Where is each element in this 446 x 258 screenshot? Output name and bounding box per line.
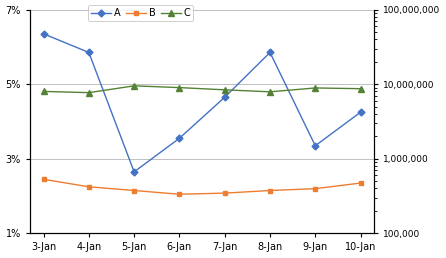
C: [86, 91, 91, 94]
C: [222, 88, 227, 91]
B: [177, 193, 182, 196]
C: [41, 90, 46, 93]
B: [41, 178, 46, 181]
A: [132, 170, 137, 173]
C: [313, 86, 318, 90]
Line: C: C: [41, 83, 363, 96]
A: [267, 51, 273, 54]
A: [86, 51, 91, 54]
A: [41, 32, 46, 35]
B: [132, 189, 137, 192]
C: [177, 86, 182, 89]
A: [222, 96, 227, 99]
B: [358, 181, 363, 184]
B: [267, 189, 273, 192]
Line: A: A: [41, 31, 363, 174]
A: [313, 144, 318, 147]
Legend: A, B, C: A, B, C: [88, 5, 193, 21]
A: [358, 111, 363, 114]
B: [86, 185, 91, 188]
C: [132, 84, 137, 87]
A: [177, 137, 182, 140]
B: [222, 192, 227, 195]
C: [267, 90, 273, 93]
B: [313, 187, 318, 190]
C: [358, 87, 363, 90]
Line: B: B: [41, 177, 363, 197]
